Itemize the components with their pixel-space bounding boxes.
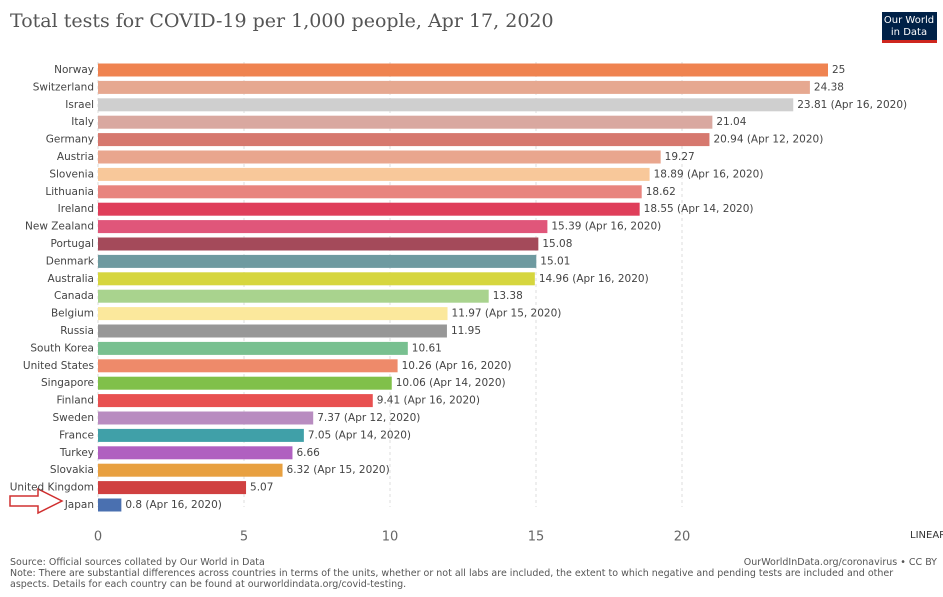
- bar: [98, 376, 392, 390]
- value-label: 21.04: [716, 116, 746, 128]
- x-tick-label: 0: [94, 530, 102, 545]
- y-tick-label: Finland: [56, 395, 94, 407]
- y-tick-label: Russia: [60, 325, 94, 337]
- y-tick-label: Denmark: [46, 255, 95, 267]
- value-label: 9.41 (Apr 16, 2020): [377, 395, 480, 407]
- x-tick-label: 20: [674, 530, 691, 545]
- y-tick-label: United States: [23, 360, 94, 372]
- bar: [98, 498, 122, 512]
- bar: [98, 237, 539, 251]
- arrow: [9, 487, 64, 515]
- y-tick-label: Canada: [54, 290, 94, 302]
- bar: [98, 272, 535, 286]
- logo-text: Our World: [884, 15, 934, 26]
- chart-title: Total tests for COVID-19 per 1,000 peopl…: [10, 10, 554, 32]
- note: Note: There are substantial differences …: [10, 568, 894, 590]
- value-label: 14.96 (Apr 16, 2020): [539, 273, 649, 285]
- y-tick-label: Switzerland: [33, 81, 94, 93]
- y-tick-label: Belgium: [51, 308, 94, 320]
- value-label: 15.01: [540, 255, 570, 267]
- value-label: 19.27: [665, 151, 695, 163]
- value-label: 25: [832, 64, 845, 76]
- y-tick-label: Japan: [64, 499, 94, 511]
- value-label: 6.32 (Apr 15, 2020): [287, 464, 390, 476]
- y-tick-label: Singapore: [41, 377, 94, 389]
- bar: [98, 150, 661, 164]
- url: OurWorldInData.org/coronavirus • CC BY: [743, 557, 937, 568]
- value-label: 10.06 (Apr 14, 2020): [396, 377, 506, 389]
- value-label: 18.55 (Apr 14, 2020): [644, 203, 754, 215]
- value-label: 18.89 (Apr 16, 2020): [654, 168, 764, 180]
- y-tick-label: Sweden: [53, 412, 95, 424]
- value-label: 7.05 (Apr 14, 2020): [308, 429, 411, 441]
- value-label: 24.38: [814, 81, 844, 93]
- y-tick-label: Slovenia: [49, 168, 94, 180]
- source: Source: Official sources collated by Our…: [10, 557, 265, 568]
- x-tick-label: 5: [240, 530, 248, 545]
- bar: [98, 481, 247, 495]
- bar: [98, 80, 810, 94]
- bar: [98, 341, 408, 355]
- y-tick-label: Ireland: [58, 203, 94, 215]
- bar: [98, 98, 794, 112]
- y-tick-label: Austria: [57, 151, 94, 163]
- scale-button[interactable]: LINEAR: [910, 530, 943, 541]
- value-label: 18.62: [646, 186, 676, 198]
- bar: [98, 63, 828, 77]
- value-label: 5.07: [250, 482, 273, 494]
- y-tick-label: Portugal: [51, 238, 95, 250]
- y-tick-label: Lithuania: [45, 186, 94, 198]
- bar: [98, 167, 650, 181]
- value-label: 10.61: [412, 342, 442, 354]
- bar: [98, 289, 489, 303]
- y-tick-label: France: [59, 429, 94, 441]
- bar: [98, 185, 642, 199]
- bar: [98, 202, 640, 216]
- y-tick-label: Germany: [46, 134, 94, 146]
- value-label: 10.26 (Apr 16, 2020): [402, 360, 512, 372]
- bar: [98, 307, 448, 321]
- bar: [98, 428, 304, 442]
- bar: [98, 463, 283, 477]
- logo-text: in Data: [891, 27, 927, 38]
- y-tick-label: Norway: [54, 64, 94, 76]
- bar: [98, 394, 373, 408]
- y-tick-label: Turkey: [59, 447, 94, 459]
- x-tick-label: 10: [382, 530, 399, 545]
- value-label: 23.81 (Apr 16, 2020): [797, 99, 907, 111]
- y-tick-label: Israel: [65, 99, 94, 111]
- bar: [98, 254, 537, 268]
- y-tick-label: United Kingdom: [10, 482, 94, 494]
- value-label: 6.66: [296, 447, 320, 459]
- bar: [98, 411, 314, 425]
- y-tick-label: South Korea: [30, 342, 94, 354]
- value-label: 7.37 (Apr 12, 2020): [317, 412, 420, 424]
- value-label: 20.94 (Apr 12, 2020): [713, 134, 823, 146]
- bar: [98, 359, 398, 373]
- value-label: 11.97 (Apr 15, 2020): [452, 308, 562, 320]
- value-label: 0.8 (Apr 16, 2020): [125, 499, 222, 511]
- y-tick-label: New Zealand: [25, 221, 94, 233]
- value-label: 13.38: [493, 290, 523, 302]
- y-tick-label: Italy: [71, 116, 94, 128]
- bar: [98, 324, 447, 338]
- x-tick-label: 15: [528, 530, 545, 545]
- y-tick-label: Australia: [48, 273, 94, 285]
- value-label: 11.95: [451, 325, 481, 337]
- bar: [98, 220, 548, 234]
- logo: [882, 12, 937, 42]
- logo-underline: [882, 40, 937, 43]
- bar: [98, 446, 293, 460]
- value-label: 15.39 (Apr 16, 2020): [551, 221, 661, 233]
- bar: [98, 133, 710, 147]
- y-tick-label: Slovakia: [50, 464, 94, 476]
- value-label: 15.08: [542, 238, 572, 250]
- bar: [98, 115, 713, 129]
